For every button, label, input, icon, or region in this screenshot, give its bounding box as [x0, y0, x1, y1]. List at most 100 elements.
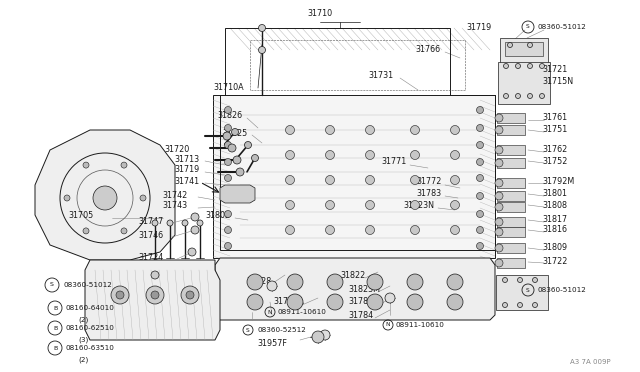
Circle shape	[191, 213, 199, 221]
Circle shape	[83, 228, 89, 234]
Text: 08160-62510: 08160-62510	[66, 325, 115, 331]
Text: S: S	[526, 288, 530, 292]
Circle shape	[504, 93, 509, 99]
Circle shape	[365, 151, 374, 160]
Circle shape	[495, 179, 503, 187]
Circle shape	[186, 291, 194, 299]
Text: 31741: 31741	[174, 176, 199, 186]
Circle shape	[385, 293, 395, 303]
Circle shape	[326, 151, 335, 160]
Circle shape	[477, 211, 483, 218]
Text: B: B	[53, 326, 57, 330]
Circle shape	[146, 286, 164, 304]
Circle shape	[191, 226, 199, 234]
Circle shape	[477, 158, 483, 166]
Circle shape	[64, 195, 70, 201]
Text: 31783: 31783	[416, 189, 441, 198]
Bar	[496, 275, 548, 310]
Circle shape	[515, 64, 520, 68]
Circle shape	[236, 168, 244, 176]
Circle shape	[287, 274, 303, 290]
Circle shape	[451, 151, 460, 160]
Circle shape	[477, 192, 483, 199]
Circle shape	[121, 228, 127, 234]
Text: 08360-51012: 08360-51012	[537, 287, 586, 293]
Bar	[498, 62, 550, 104]
Text: 08911-10610: 08911-10610	[396, 322, 445, 328]
Circle shape	[312, 331, 324, 343]
Polygon shape	[35, 130, 175, 260]
Circle shape	[93, 186, 117, 210]
Circle shape	[495, 192, 503, 200]
Circle shape	[285, 201, 294, 209]
Circle shape	[447, 274, 463, 290]
Circle shape	[407, 274, 423, 290]
Circle shape	[451, 176, 460, 185]
Polygon shape	[85, 260, 220, 340]
Circle shape	[495, 159, 503, 167]
Text: 31784: 31784	[348, 311, 373, 320]
Circle shape	[495, 244, 503, 252]
Bar	[497, 202, 525, 212]
Circle shape	[182, 220, 188, 226]
Text: 08160-63510: 08160-63510	[66, 345, 115, 351]
Circle shape	[225, 211, 232, 218]
Circle shape	[532, 302, 538, 308]
Text: 31792M: 31792M	[542, 176, 574, 186]
Circle shape	[518, 278, 522, 282]
Text: S: S	[50, 282, 54, 288]
Circle shape	[367, 294, 383, 310]
Circle shape	[508, 42, 513, 48]
Circle shape	[111, 286, 129, 304]
Circle shape	[259, 25, 266, 32]
Text: S: S	[246, 327, 250, 333]
Circle shape	[495, 146, 503, 154]
Circle shape	[495, 114, 503, 122]
Text: 31762: 31762	[542, 145, 567, 154]
Circle shape	[527, 64, 532, 68]
Circle shape	[83, 162, 89, 168]
Circle shape	[181, 286, 199, 304]
Circle shape	[225, 174, 232, 182]
Circle shape	[233, 156, 241, 164]
Circle shape	[225, 125, 232, 131]
Text: 31822: 31822	[340, 270, 365, 279]
Circle shape	[410, 125, 419, 135]
Text: 08360-51012: 08360-51012	[537, 24, 586, 30]
Circle shape	[225, 192, 232, 199]
Circle shape	[477, 106, 483, 113]
Circle shape	[540, 93, 545, 99]
Circle shape	[167, 220, 173, 226]
Bar	[497, 158, 525, 168]
Polygon shape	[220, 185, 255, 203]
Polygon shape	[213, 95, 495, 258]
Circle shape	[287, 294, 303, 310]
Circle shape	[267, 281, 277, 291]
Circle shape	[152, 220, 158, 226]
Text: 31743: 31743	[162, 202, 187, 211]
Circle shape	[326, 225, 335, 234]
Circle shape	[477, 141, 483, 148]
Text: 08360-52512: 08360-52512	[257, 327, 306, 333]
Circle shape	[451, 125, 460, 135]
Text: B: B	[53, 346, 57, 350]
Circle shape	[327, 274, 343, 290]
Circle shape	[495, 218, 503, 226]
Text: 31705: 31705	[68, 212, 93, 221]
Text: 08911-10610: 08911-10610	[278, 309, 327, 315]
Circle shape	[527, 42, 532, 48]
Text: 31761: 31761	[542, 113, 567, 122]
Circle shape	[365, 225, 374, 234]
Circle shape	[407, 294, 423, 310]
Circle shape	[121, 162, 127, 168]
Text: 31752: 31752	[542, 157, 568, 166]
Text: A3 7A 009P: A3 7A 009P	[570, 359, 611, 365]
Circle shape	[326, 201, 335, 209]
Circle shape	[477, 227, 483, 234]
Text: 31710A: 31710A	[213, 83, 244, 92]
Circle shape	[197, 220, 203, 226]
Circle shape	[285, 176, 294, 185]
Text: 31957F: 31957F	[257, 339, 287, 347]
Bar	[497, 243, 525, 253]
Bar	[497, 125, 525, 135]
